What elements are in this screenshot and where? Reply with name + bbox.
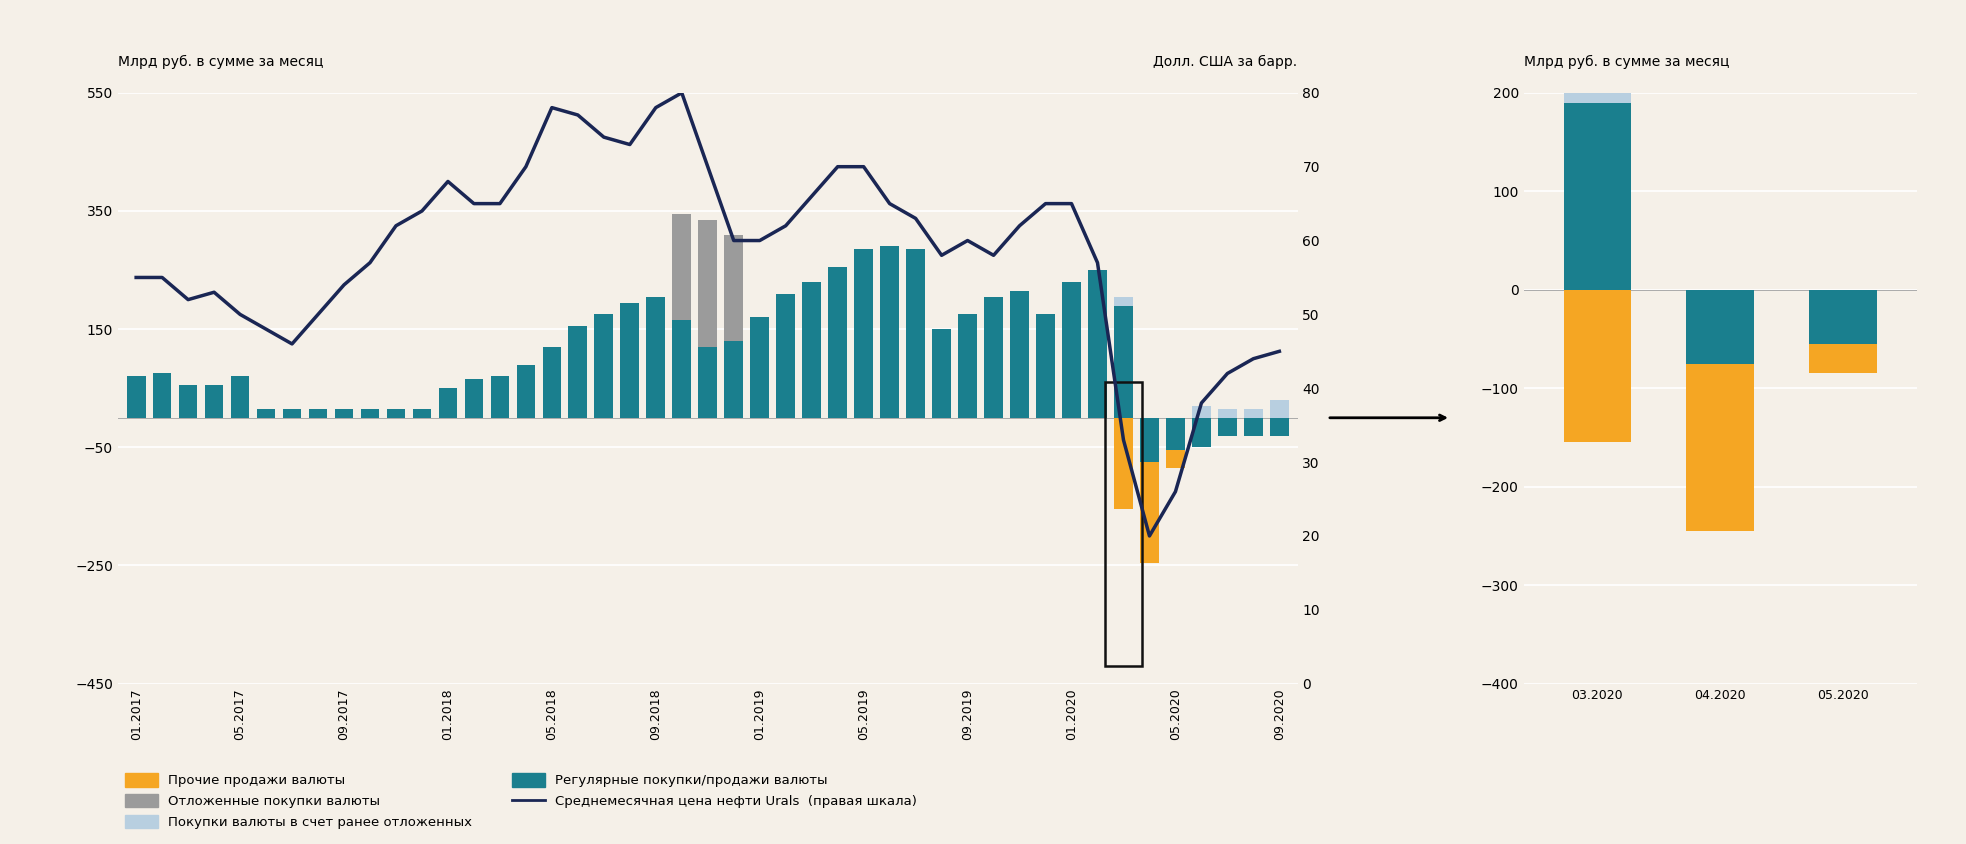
Bar [1270,400,1290,418]
Bar [1140,418,1158,462]
Bar [1563,289,1632,442]
Bar [672,320,692,418]
Bar [1087,270,1107,418]
Bar [672,214,692,320]
Bar [179,385,197,418]
Bar [1105,382,1142,666]
Bar [698,347,718,418]
Bar [802,282,822,418]
Bar [621,302,639,418]
Bar [543,347,560,418]
Bar [1011,290,1028,418]
Bar [1270,418,1290,436]
Bar [283,408,301,418]
Bar [723,235,743,341]
Bar [1166,451,1185,468]
Bar [751,317,769,418]
Bar [438,388,458,418]
Bar [957,314,977,418]
Bar [1191,418,1211,447]
Bar [258,408,275,418]
Bar [906,250,924,418]
Legend: Прочие продажи валюты, Отложенные покупки валюты, Покупки валюты в счет ранее от: Прочие продажи валюты, Отложенные покупк… [124,773,916,829]
Text: Млрд руб. в сумме за месяц: Млрд руб. в сумме за месяц [1524,55,1728,69]
Bar [1219,418,1237,436]
Bar [828,267,847,418]
Bar [1191,406,1211,418]
Bar [1687,289,1754,364]
Text: Долл. США за барр.: Долл. США за барр. [1154,55,1298,69]
Bar [1115,306,1132,418]
Bar [309,408,328,418]
Bar [1563,0,1632,88]
Bar [1563,88,1632,103]
Bar [1115,297,1132,306]
Text: Млрд руб. в сумме за месяц: Млрд руб. в сумме за месяц [118,55,322,69]
Bar [1809,289,1878,344]
Bar [1115,418,1132,509]
Bar [1062,282,1081,418]
Bar [1244,418,1262,436]
Bar [647,296,665,418]
Bar [126,376,145,418]
Bar [334,408,354,418]
Bar [492,376,509,418]
Bar [413,408,431,418]
Bar [230,376,250,418]
Bar [153,373,171,418]
Bar [855,250,873,418]
Bar [1687,364,1754,531]
Bar [1140,462,1158,562]
Bar [1244,408,1262,418]
Bar [517,365,535,418]
Bar [777,294,794,418]
Bar [698,219,718,347]
Bar [387,408,405,418]
Bar [985,296,1003,418]
Bar [1563,103,1632,289]
Bar [1036,314,1056,418]
Bar [932,329,952,418]
Bar [464,379,484,418]
Bar [568,326,588,418]
Bar [723,341,743,418]
Bar [1219,408,1237,418]
Bar [881,246,898,418]
Bar [1809,344,1878,373]
Bar [1166,418,1185,451]
Bar [594,314,613,418]
Bar [204,385,224,418]
Bar [360,408,379,418]
